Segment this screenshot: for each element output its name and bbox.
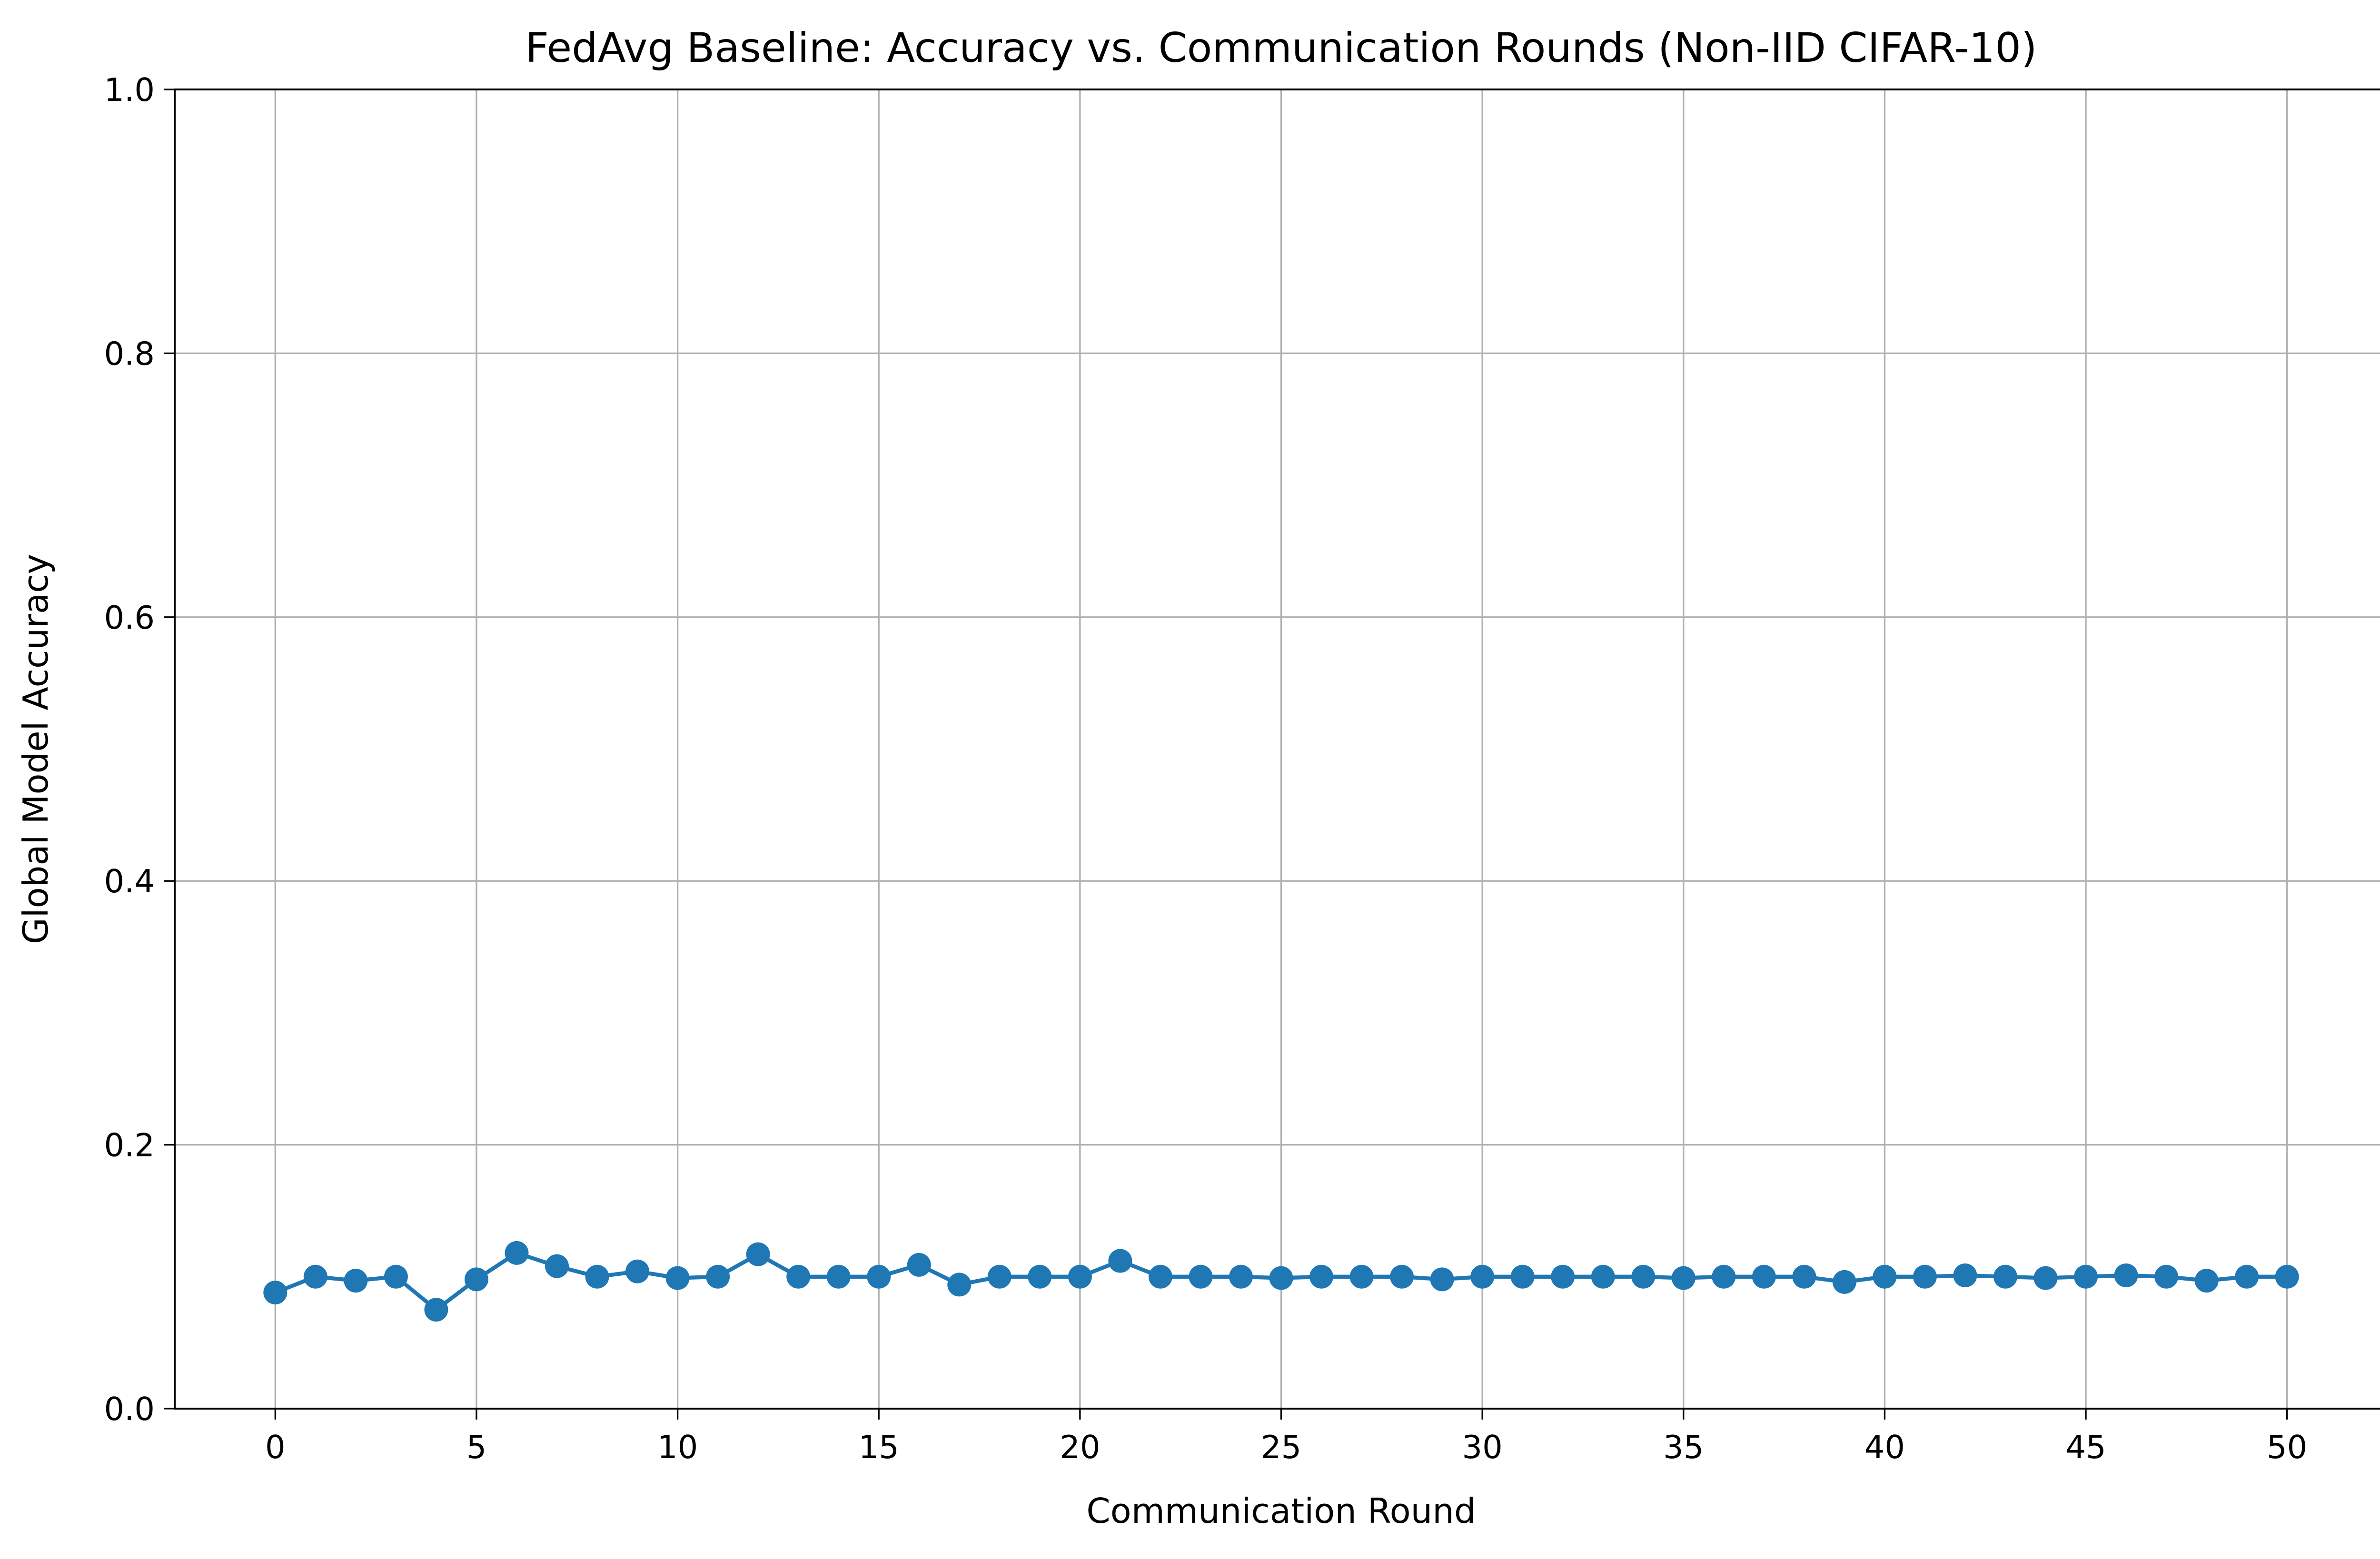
data-point bbox=[706, 1264, 730, 1289]
data-point bbox=[987, 1264, 1012, 1289]
data-point bbox=[1953, 1263, 1977, 1288]
data-point bbox=[1671, 1266, 1696, 1290]
x-tick-label: 5 bbox=[466, 1429, 487, 1466]
data-point bbox=[786, 1264, 811, 1289]
data-point bbox=[1148, 1264, 1172, 1289]
data-point bbox=[1108, 1249, 1132, 1273]
y-tick-label: 1.0 bbox=[104, 71, 155, 109]
data-point bbox=[1470, 1264, 1495, 1289]
y-tick-label: 0.2 bbox=[104, 1127, 155, 1164]
data-point bbox=[665, 1266, 690, 1290]
data-point bbox=[625, 1259, 650, 1283]
data-point bbox=[1390, 1264, 1414, 1289]
data-point bbox=[303, 1264, 327, 1289]
data-point bbox=[1591, 1264, 1615, 1289]
x-tick-label: 10 bbox=[657, 1429, 698, 1466]
data-point bbox=[1631, 1264, 1656, 1289]
data-point bbox=[1873, 1264, 1897, 1289]
data-point bbox=[1712, 1264, 1736, 1289]
x-axis-label: Communication Round bbox=[1086, 1491, 1476, 1531]
data-point bbox=[1792, 1264, 1816, 1289]
data-point bbox=[2033, 1266, 2058, 1290]
y-tick-label: 0.0 bbox=[104, 1391, 155, 1428]
data-point bbox=[585, 1264, 609, 1289]
data-point bbox=[464, 1267, 488, 1292]
data-point bbox=[1229, 1264, 1253, 1289]
data-point bbox=[1993, 1264, 2017, 1289]
data-point bbox=[1832, 1270, 1856, 1294]
data-point bbox=[1430, 1267, 1454, 1292]
x-tick-label: 15 bbox=[859, 1429, 899, 1466]
data-point bbox=[1349, 1264, 1374, 1289]
x-tick-label: 30 bbox=[1462, 1429, 1503, 1466]
data-point bbox=[2074, 1264, 2098, 1289]
data-point bbox=[867, 1264, 891, 1289]
data-point bbox=[947, 1273, 972, 1297]
x-tick-label: 0 bbox=[265, 1429, 286, 1466]
data-point bbox=[2194, 1269, 2219, 1293]
chart-title: FedAvg Baseline: Accuracy vs. Communicat… bbox=[526, 24, 2037, 72]
data-point bbox=[344, 1269, 368, 1293]
data-point bbox=[1068, 1264, 1092, 1289]
data-point bbox=[907, 1253, 931, 1277]
x-tick-label: 45 bbox=[2065, 1429, 2106, 1466]
data-point bbox=[1510, 1264, 1535, 1289]
data-point bbox=[1752, 1264, 1776, 1289]
data-point bbox=[2114, 1263, 2138, 1288]
data-point bbox=[1028, 1264, 1052, 1289]
data-point bbox=[2235, 1264, 2259, 1289]
y-tick-label: 0.4 bbox=[104, 863, 155, 900]
data-point bbox=[545, 1254, 569, 1278]
x-tick-label: 20 bbox=[1060, 1429, 1100, 1466]
data-point bbox=[505, 1241, 529, 1265]
y-tick-label: 0.8 bbox=[104, 335, 155, 372]
data-point bbox=[1189, 1264, 1213, 1289]
data-point bbox=[263, 1281, 288, 1305]
y-axis-label: Global Model Accuracy bbox=[16, 554, 56, 944]
x-tick-label: 25 bbox=[1261, 1429, 1301, 1466]
data-point bbox=[384, 1264, 408, 1289]
data-point bbox=[424, 1298, 448, 1322]
x-tick-label: 35 bbox=[1663, 1429, 1704, 1466]
data-point bbox=[2154, 1264, 2179, 1289]
ticks: 0 5 10 15 20 25 30 35 40 45 50 0.0 0.2 0.4 0.6 0.8 1.0 bbox=[104, 71, 2307, 1466]
x-tick-label: 50 bbox=[2267, 1429, 2307, 1466]
x-tick-label: 40 bbox=[1864, 1429, 1905, 1466]
data-point bbox=[746, 1242, 770, 1266]
y-tick-label: 0.6 bbox=[104, 599, 155, 636]
data-point bbox=[1269, 1266, 1293, 1290]
data-point bbox=[1309, 1264, 1334, 1289]
data-point bbox=[1551, 1264, 1575, 1289]
data-point bbox=[826, 1264, 851, 1289]
series-layer bbox=[263, 1241, 2299, 1322]
data-point bbox=[2275, 1264, 2299, 1289]
data-point bbox=[1913, 1264, 1937, 1289]
